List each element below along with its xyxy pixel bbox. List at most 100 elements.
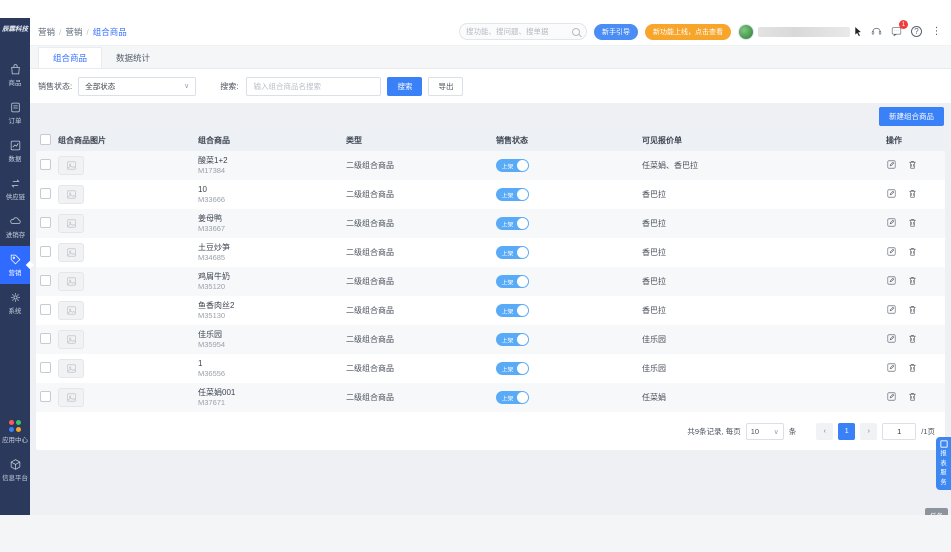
newbie-guide-button[interactable]: 新手引导 [594, 23, 638, 40]
jump-page-input[interactable] [882, 423, 917, 440]
delete-icon[interactable] [907, 159, 918, 172]
edit-icon[interactable] [886, 188, 897, 201]
row-checkbox[interactable] [40, 217, 51, 228]
product-image-placeholder [58, 330, 84, 349]
table-row: 任菜娟001 M37671 二级组合商品 上架 任菜娟 [36, 383, 945, 412]
per-page-select[interactable]: 10 ∨ [745, 423, 784, 440]
col-quotes: 可见报价单 [642, 135, 682, 145]
edit-icon[interactable] [886, 159, 897, 172]
row-checkbox[interactable] [40, 304, 51, 315]
sale-status-select[interactable]: 全部状态 ∨ [78, 76, 197, 96]
row-checkbox[interactable] [40, 391, 51, 402]
status-toggle[interactable]: 上架 [496, 246, 529, 259]
product-name[interactable]: 10 [198, 184, 207, 194]
table-row: 鸡屑牛奶 M35120 二级组合商品 上架 香巴拉 [36, 267, 945, 296]
product-name[interactable]: 酸菜1+2 [198, 155, 228, 165]
edit-icon[interactable] [886, 304, 897, 317]
filterbar: 销售状态: 全部状态 ∨ 搜索: 搜索 导出 [30, 69, 951, 103]
next-page-button[interactable]: › [860, 423, 878, 440]
sidebar-item-data[interactable]: 数据 [0, 132, 30, 170]
breadcrumb-marketing[interactable]: 营销 [38, 26, 56, 37]
chart-icon [10, 140, 20, 150]
edit-icon[interactable] [886, 362, 897, 375]
status-toggle[interactable]: 上架 [496, 304, 529, 317]
account-menu[interactable] [738, 23, 863, 40]
status-toggle[interactable]: 上架 [496, 188, 529, 201]
prev-page-button[interactable]: ‹ [816, 423, 834, 440]
delete-icon[interactable] [907, 275, 918, 288]
product-name[interactable]: 姜母鸭 [198, 213, 222, 223]
page-1-button[interactable]: 1 [838, 423, 856, 440]
avatar[interactable] [738, 23, 754, 40]
product-name[interactable]: 土豆炒笋 [198, 242, 230, 252]
delete-icon[interactable] [907, 362, 918, 375]
product-code: M17384 [198, 165, 226, 175]
new-feature-button[interactable]: 新功能上线，点击查看 [645, 23, 731, 40]
content-area: 新建组合商品 组合商品图片 组合商品 类型 销售状态 可见报价单 操作 [30, 103, 951, 515]
product-image-placeholder [58, 388, 84, 407]
sidebar-item-marketing[interactable]: 营销 [0, 246, 30, 284]
row-checkbox[interactable] [40, 333, 51, 344]
product-type: 二级组合商品 [346, 306, 394, 315]
more-menu-icon[interactable]: ⋮ [931, 25, 942, 37]
global-search-input[interactable] [466, 27, 568, 36]
tab-data-stats[interactable]: 数据统计 [116, 52, 151, 63]
product-name[interactable]: 鸡屑牛奶 [198, 271, 230, 281]
table-row: 佳乐园 M35954 二级组合商品 上架 佳乐园 [36, 325, 945, 354]
sidebar-item-orders[interactable]: 订单 [0, 94, 30, 132]
status-toggle[interactable]: 上架 [496, 391, 529, 404]
status-toggle[interactable]: 上架 [496, 333, 529, 346]
edit-icon[interactable] [886, 333, 897, 346]
export-button[interactable]: 导出 [428, 76, 464, 96]
toggle-knob [517, 247, 528, 258]
sidebar-item-supply-chain[interactable]: 供应链 [0, 170, 30, 208]
sidebar-item-goods[interactable]: 商品 [0, 56, 30, 94]
sidebar-item-system[interactable]: 系统 [0, 284, 30, 322]
edit-icon[interactable] [886, 391, 897, 404]
sidebar-item-info-platform[interactable]: 信息平台 [0, 451, 30, 489]
product-code: M35130 [198, 310, 226, 320]
sale-status-label: 销售状态: [38, 81, 73, 91]
row-checkbox[interactable] [40, 362, 51, 373]
create-combo-button[interactable]: 新建组合商品 [879, 107, 944, 126]
row-checkbox[interactable] [40, 246, 51, 257]
report-service-ribbon[interactable]: 报 表 服 务 [936, 437, 951, 490]
row-checkbox[interactable] [40, 188, 51, 199]
search-button[interactable]: 搜索 [387, 76, 423, 96]
table-row: 姜母鸭 M33667 二级组合商品 上架 香巴拉 [36, 209, 945, 238]
select-all-checkbox[interactable] [40, 133, 51, 145]
product-name[interactable]: 1 [198, 358, 203, 368]
row-checkbox[interactable] [40, 159, 51, 170]
product-type: 二级组合商品 [346, 393, 394, 402]
sidebar-item-app-center[interactable]: 应用中心 [0, 413, 30, 451]
status-toggle[interactable]: 上架 [496, 159, 529, 172]
brand-logo: 辰霖科技 [2, 26, 28, 33]
sidebar-item-inventory[interactable]: 进销存 [0, 208, 30, 246]
sidebar: 辰霖科技 商品 订单 数据 供应链 [0, 18, 30, 515]
edit-icon[interactable] [886, 275, 897, 288]
support-headset-icon[interactable] [870, 25, 883, 38]
tab-combo-goods[interactable]: 组合商品 [38, 47, 103, 68]
chevron-down-icon: ∨ [184, 83, 190, 90]
delete-icon[interactable] [907, 391, 918, 404]
product-name[interactable]: 佳乐园 [198, 329, 222, 339]
task-tab[interactable]: 任务 [925, 508, 948, 515]
status-toggle[interactable]: 上架 [496, 217, 529, 230]
status-toggle[interactable]: 上架 [496, 275, 529, 288]
status-toggle[interactable]: 上架 [496, 362, 529, 375]
delete-icon[interactable] [907, 304, 918, 317]
delete-icon[interactable] [907, 333, 918, 346]
combo-search-input[interactable] [246, 76, 382, 96]
product-name[interactable]: 任菜娟001 [198, 387, 236, 397]
delete-icon[interactable] [907, 217, 918, 230]
edit-icon[interactable] [886, 217, 897, 230]
messages-icon[interactable]: 1 [890, 20, 908, 38]
help-icon[interactable]: ? [910, 25, 923, 38]
global-search[interactable] [459, 23, 587, 40]
edit-icon[interactable] [886, 246, 897, 259]
row-checkbox[interactable] [40, 275, 51, 286]
delete-icon[interactable] [907, 188, 918, 201]
product-name[interactable]: 鱼香肉丝2 [198, 300, 235, 310]
delete-icon[interactable] [907, 246, 918, 259]
breadcrumb-marketing-2[interactable]: 营销 [65, 26, 83, 37]
